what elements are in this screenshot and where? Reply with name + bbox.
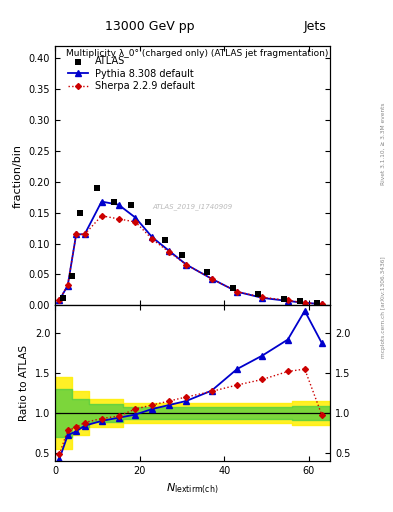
ATLAS <box>162 237 168 245</box>
Line: Pythia 8.308 default: Pythia 8.308 default <box>57 199 325 307</box>
Pythia 8.308 default <box>285 298 290 304</box>
ATLAS <box>111 198 118 206</box>
Pythia 8.308 default <box>235 289 239 295</box>
ATLAS <box>61 294 67 302</box>
Sherpa 2.2.9 default <box>302 300 307 306</box>
Text: Multiplicity λ_0° (charged only) (ATLAS jet fragmentation): Multiplicity λ_0° (charged only) (ATLAS … <box>66 49 329 58</box>
Sherpa 2.2.9 default <box>167 249 172 255</box>
Pythia 8.308 default <box>319 301 324 307</box>
Legend: ATLAS, Pythia 8.308 default, Sherpa 2.2.9 default: ATLAS, Pythia 8.308 default, Sherpa 2.2.… <box>68 56 195 91</box>
Pythia 8.308 default <box>260 295 265 301</box>
ATLAS <box>179 250 185 259</box>
ATLAS <box>145 218 151 226</box>
Pythia 8.308 default <box>65 283 70 289</box>
ATLAS <box>94 184 101 192</box>
Sherpa 2.2.9 default <box>116 216 121 222</box>
Sherpa 2.2.9 default <box>235 289 239 295</box>
ATLAS <box>77 208 84 217</box>
Sherpa 2.2.9 default <box>319 301 324 307</box>
ATLAS <box>255 290 261 298</box>
Pythia 8.308 default <box>209 275 214 282</box>
Sherpa 2.2.9 default <box>260 294 265 301</box>
Sherpa 2.2.9 default <box>74 231 79 238</box>
Sherpa 2.2.9 default <box>57 297 62 304</box>
ATLAS <box>128 201 134 209</box>
Sherpa 2.2.9 default <box>133 219 138 225</box>
ATLAS <box>314 300 321 308</box>
ATLAS <box>204 268 211 276</box>
Pythia 8.308 default <box>167 248 172 254</box>
Sherpa 2.2.9 default <box>82 231 87 238</box>
Text: Jets: Jets <box>303 20 326 33</box>
X-axis label: $N_{\rm{lextirm(ch)}}$: $N_{\rm{lextirm(ch)}}$ <box>166 481 219 496</box>
Pythia 8.308 default <box>116 202 121 208</box>
ATLAS <box>69 271 75 280</box>
ATLAS <box>230 284 236 292</box>
Pythia 8.308 default <box>184 262 189 268</box>
ATLAS <box>281 295 287 303</box>
Pythia 8.308 default <box>74 231 79 238</box>
Text: mcplots.cern.ch [arXiv:1306.3436]: mcplots.cern.ch [arXiv:1306.3436] <box>381 257 386 358</box>
Sherpa 2.2.9 default <box>184 262 189 268</box>
Sherpa 2.2.9 default <box>209 275 214 282</box>
Pythia 8.308 default <box>82 231 87 238</box>
Sherpa 2.2.9 default <box>150 236 155 242</box>
Text: 13000 GeV pp: 13000 GeV pp <box>105 20 194 33</box>
Pythia 8.308 default <box>133 215 138 221</box>
Text: ATLAS_2019_I1740909: ATLAS_2019_I1740909 <box>152 203 233 210</box>
Pythia 8.308 default <box>302 300 307 306</box>
Sherpa 2.2.9 default <box>285 297 290 304</box>
Line: Sherpa 2.2.9 default: Sherpa 2.2.9 default <box>57 214 324 306</box>
Sherpa 2.2.9 default <box>99 212 104 219</box>
Y-axis label: Ratio to ATLAS: Ratio to ATLAS <box>19 345 29 421</box>
Sherpa 2.2.9 default <box>65 282 70 288</box>
Pythia 8.308 default <box>57 297 62 304</box>
Pythia 8.308 default <box>150 234 155 241</box>
ATLAS <box>298 297 304 305</box>
Text: Rivet 3.1.10, ≥ 3.3M events: Rivet 3.1.10, ≥ 3.3M events <box>381 102 386 185</box>
Y-axis label: fraction/bin: fraction/bin <box>13 144 23 208</box>
Pythia 8.308 default <box>99 199 104 205</box>
